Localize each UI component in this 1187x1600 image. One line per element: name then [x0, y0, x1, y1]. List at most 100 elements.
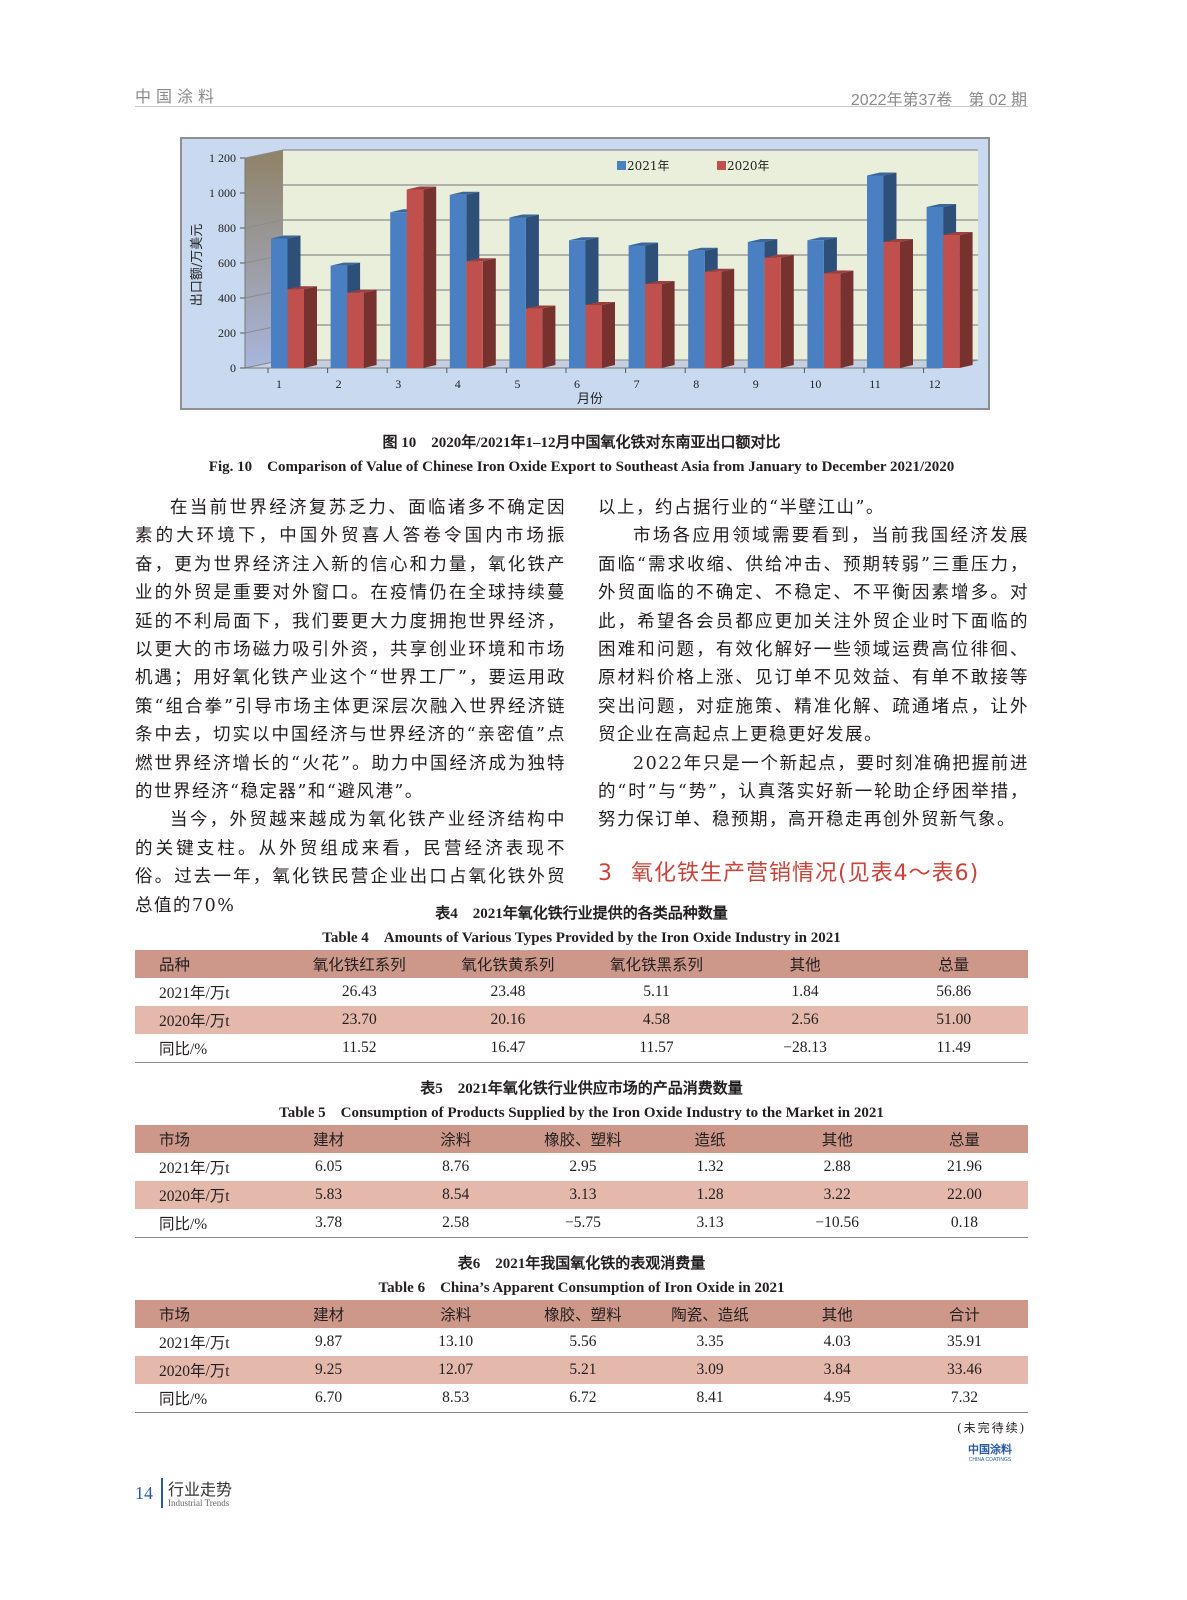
cell: 23.48 [490, 983, 526, 1000]
table6-title-cn: 表6 2021年我国氧化铁的表观消费量 [457, 1256, 706, 1272]
x-tick-label: 6 [574, 377, 580, 391]
bar-top-2021 [628, 242, 659, 246]
paragraph: 当今，外贸越来越成为氧化铁产业经济结构中的关键支柱。从外贸组成来看，民营经济表现… [135, 810, 566, 916]
header-cell: 总量 [879, 950, 1028, 978]
cell: 3.09 [646, 1356, 774, 1384]
header-cell: 氧化铁黑系列 [582, 950, 731, 978]
bar-top-2021 [747, 239, 778, 242]
cell: 23.70 [285, 1006, 434, 1034]
cell: 3.78 [315, 1214, 343, 1231]
cell: 2.95 [569, 1158, 597, 1175]
x-tick-label: 7 [634, 377, 640, 391]
y-tick-label: 400 [218, 291, 236, 305]
bar-2021 [330, 265, 348, 368]
page-number: 14 [135, 1483, 153, 1503]
logo-text-cn: 中国涂料 [968, 1443, 1012, 1456]
cell: 11.52 [342, 1039, 377, 1056]
cell: 9.87 [315, 1333, 343, 1350]
cell: 5.21 [519, 1356, 647, 1384]
cell: 6.05 [315, 1158, 343, 1175]
cell: 5.83 [265, 1181, 393, 1209]
bar-top-2020 [764, 254, 794, 258]
cell: 2.58 [442, 1214, 470, 1231]
cell: 2020年/万t [135, 1181, 265, 1209]
header-cell: 总量 [900, 1125, 1028, 1153]
legend-swatch-2020 [717, 161, 726, 170]
table-row: 同比/% 6.70 8.53 6.72 8.41 4.95 7.32 [135, 1384, 1028, 1413]
cell: 20.16 [433, 1006, 583, 1034]
table-row: 2020年/万t 23.70 20.16 4.58 2.56 51.00 [135, 1006, 1028, 1034]
legend-label: 2020年 [727, 159, 770, 173]
table5-title-en: Table 5 Consumption of Products Supplied… [279, 1105, 884, 1121]
body-right-column: 以上，约占据行业的“半壁江山”。 市场各应用领域需要看到，当前我国经济发展面临“… [598, 494, 1029, 835]
header-divider [135, 106, 1028, 107]
header-cell: 合计 [900, 1300, 1028, 1328]
issue-info: 2022年第37卷 第 02 期 [850, 92, 1027, 109]
table4-title-cn: 表4 2021年氧化铁行业提供的各类品种数量 [435, 906, 728, 922]
header-cell: 橡胶、塑料 [519, 1300, 647, 1328]
cell: −28.13 [783, 1039, 827, 1056]
header-cell: 陶瓷、造纸 [646, 1300, 774, 1328]
cell: 6.70 [315, 1389, 343, 1406]
bar-2020 [287, 289, 304, 368]
y-tick-label: 1 000 [209, 186, 236, 200]
cell: 26.43 [341, 983, 377, 1000]
cell: 2.56 [730, 1006, 880, 1034]
cell: 5.11 [643, 983, 670, 1000]
x-tick-label: 10 [809, 377, 821, 391]
table-header-row: 市场 建材 涂料 橡胶、塑料 陶瓷、造纸 其他 合计 [135, 1300, 1028, 1328]
bar-side-2020 [423, 186, 437, 368]
bar-side-2020 [542, 305, 556, 368]
x-tick-label: 12 [929, 377, 941, 391]
bar-2021 [688, 250, 705, 368]
x-tick-label: 1 [276, 377, 282, 391]
header-cell: 其他 [773, 1300, 901, 1328]
bar-2020 [943, 235, 960, 368]
table-row: 2020年/万t 5.83 8.54 3.13 1.28 3.22 22.00 [135, 1181, 1028, 1209]
cell: 22.00 [900, 1181, 1028, 1209]
bar-2020 [883, 242, 900, 368]
header-cell: 造纸 [646, 1125, 774, 1153]
paragraph: 在当前世界经济复苏乏力、面临诸多不确定因素的大环境下，中国外贸喜人答卷令国内市场… [135, 498, 566, 803]
cell: 4.95 [823, 1389, 851, 1406]
cell: 35.91 [946, 1333, 982, 1350]
bar-side-2020 [959, 232, 973, 368]
cell: 3.22 [773, 1181, 901, 1209]
bar-2021 [390, 212, 407, 368]
y-tick-label: 1 200 [209, 151, 236, 165]
cell: 3.13 [519, 1181, 647, 1209]
bar-2021 [569, 240, 586, 368]
cell: 8.41 [696, 1389, 724, 1406]
bar-2021 [807, 240, 824, 368]
table-row: 2021年/万t 6.05 8.76 2.95 1.32 2.88 21.96 [135, 1153, 1028, 1181]
cell: 3.35 [696, 1333, 724, 1350]
bar-2020 [406, 189, 424, 368]
cell: −10.56 [815, 1214, 860, 1231]
bar-top-2020 [406, 186, 437, 190]
footer-divider [161, 1478, 163, 1508]
section-title: 氧化铁生产营销情况(见表4～表6) [631, 861, 980, 886]
bar-top-2021 [271, 235, 301, 239]
bar-top-2020 [347, 289, 377, 293]
china-coatings-logo: 中国涂料 CHINA COATINGS [968, 1441, 1012, 1463]
cell: 3.84 [773, 1356, 901, 1384]
table-header-row: 市场 建材 涂料 橡胶、塑料 造纸 其他 总量 [135, 1125, 1028, 1153]
bar-2020 [764, 257, 781, 368]
cell: 2.88 [823, 1158, 851, 1175]
bar-top-2020 [287, 286, 317, 290]
x-tick-label: 2 [336, 377, 342, 391]
cell: 同比/% [159, 1391, 208, 1408]
x-tick-label: 5 [514, 377, 520, 391]
cell: 11.49 [936, 1039, 971, 1056]
x-tick-label: 4 [455, 377, 461, 391]
header-cell: 其他 [773, 1125, 901, 1153]
table-row: 2020年/万t 9.25 12.07 5.21 3.09 3.84 33.46 [135, 1356, 1028, 1384]
bar-side-2020 [602, 302, 615, 368]
legend-swatch-2021 [617, 161, 626, 170]
paragraph: 以上，约占据行业的“半壁江山”。 [598, 498, 885, 518]
header-cell: 建材 [265, 1300, 393, 1328]
table4-title-en: Table 4 Amounts of Various Types Provide… [322, 930, 841, 946]
section-label-en: Industrial Trends [168, 1498, 230, 1508]
legend-label: 2021年 [627, 159, 670, 173]
